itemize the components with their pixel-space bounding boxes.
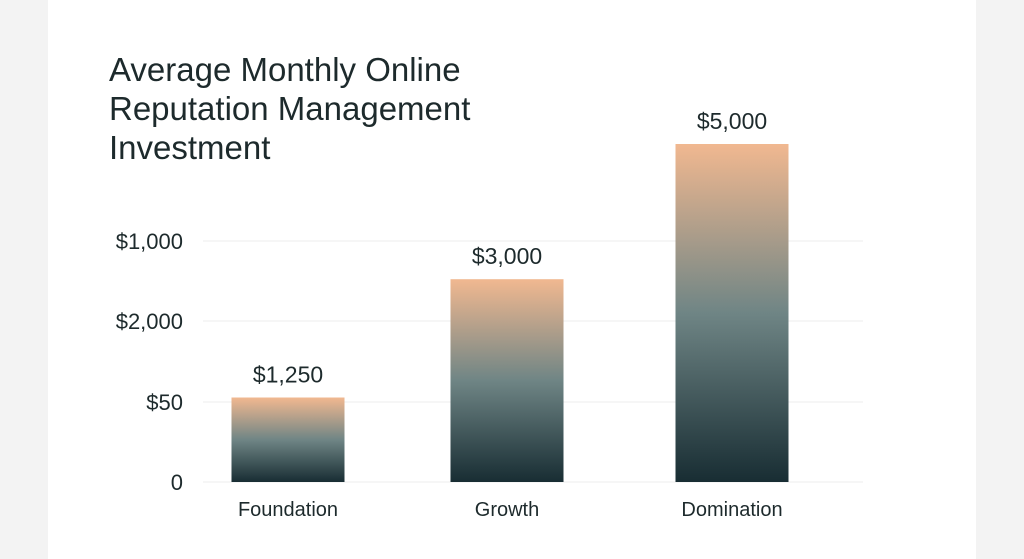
bar-domination[interactable] [675,144,789,482]
bar-value-label: $5,000 [697,108,767,134]
chart-title: Average Monthly Online Reputation Manage… [109,51,471,166]
x-category-label: Foundation [238,499,338,521]
y-tick-label: 0 [171,470,183,495]
x-category-label: Growth [475,499,539,521]
y-tick-label: $1,000 [116,229,183,254]
y-tick-label: $2,000 [116,309,183,334]
bar-value-label: $1,250 [253,362,323,388]
bar-chart: 0 $50 $2,000 $1,000 $1,250 Foundation $3,000 Gr… [116,108,863,521]
chart-card: Average Monthly Online Reputation Manage… [48,0,976,559]
bar-value-label: $3,000 [472,243,542,269]
x-category-label: Domination [681,499,782,521]
bar-foundation[interactable] [231,397,345,483]
y-tick-label: $50 [146,390,183,415]
bar-growth[interactable] [450,279,564,482]
